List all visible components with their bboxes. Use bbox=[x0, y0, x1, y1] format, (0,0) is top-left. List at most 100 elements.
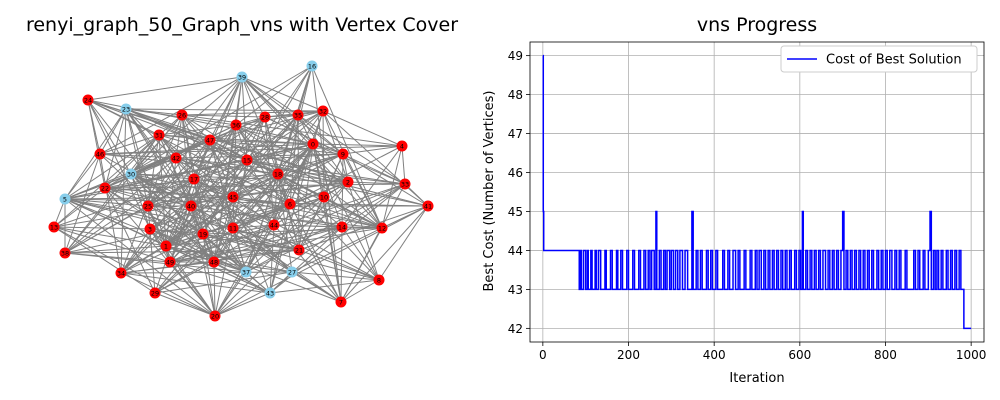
graph-edge bbox=[120, 261, 215, 274]
graph-edge bbox=[232, 227, 342, 303]
graph-edge bbox=[202, 233, 380, 281]
graph-node: 29 bbox=[149, 287, 161, 299]
graph-edge bbox=[213, 261, 216, 317]
graph-edge bbox=[154, 292, 216, 317]
graph-edge bbox=[202, 233, 300, 251]
graph-node: 1 bbox=[160, 240, 172, 252]
graph-edge bbox=[277, 110, 324, 175]
graph-node-marker bbox=[48, 221, 60, 233]
graph-edge bbox=[214, 271, 247, 317]
graph-node-marker bbox=[149, 287, 161, 299]
graph-node: 20 bbox=[209, 310, 221, 322]
graph-edge bbox=[190, 205, 343, 228]
graph-edge bbox=[53, 226, 171, 263]
graph-edge bbox=[312, 143, 403, 147]
graph-node: 42 bbox=[170, 152, 182, 164]
graph-edge bbox=[169, 261, 216, 317]
graph-node-marker bbox=[399, 178, 411, 190]
graph-node-marker bbox=[185, 200, 197, 212]
y-tick-label: 45 bbox=[508, 205, 523, 219]
graph-node-marker bbox=[422, 200, 434, 212]
graph-edge bbox=[53, 196, 234, 228]
graph-node-label: 39 bbox=[238, 73, 246, 81]
graph-node-marker bbox=[142, 200, 154, 212]
graph-node-label: 20 bbox=[211, 312, 219, 320]
x-tick-label: 600 bbox=[788, 348, 811, 362]
graph-node-marker bbox=[170, 152, 182, 164]
graph-node-label: 28 bbox=[261, 113, 269, 121]
graph-node: 6 bbox=[284, 198, 296, 210]
graph-edge bbox=[232, 203, 291, 229]
graph-edge bbox=[181, 114, 266, 118]
graph-edge bbox=[104, 187, 156, 294]
graph-node: 32 bbox=[317, 105, 329, 117]
graph-edge bbox=[241, 76, 299, 116]
graph-edge bbox=[147, 181, 349, 207]
graph-edge bbox=[154, 233, 204, 294]
graph-edge bbox=[64, 178, 195, 200]
graph-edge bbox=[53, 226, 151, 230]
graph-edge bbox=[213, 261, 293, 273]
graph-node-marker bbox=[230, 119, 242, 131]
graph-edge bbox=[181, 114, 211, 141]
graph-node: 47 bbox=[204, 134, 216, 146]
graph-edge bbox=[340, 279, 380, 303]
graph-edge bbox=[99, 134, 160, 155]
graph-edge bbox=[149, 205, 192, 230]
graph-edge bbox=[190, 205, 234, 229]
x-axis-label: Iteration bbox=[729, 371, 784, 386]
graph-node: 7 bbox=[335, 296, 347, 308]
graph-edge bbox=[273, 224, 383, 229]
graph-node: 17 bbox=[188, 173, 200, 185]
plot-frame bbox=[529, 41, 985, 343]
graph-edge bbox=[53, 187, 106, 228]
graph-edge bbox=[214, 292, 271, 317]
graph-node-marker bbox=[396, 140, 408, 152]
graph-edge bbox=[232, 196, 291, 205]
graph-node: 4 bbox=[396, 140, 408, 152]
graph-node-marker bbox=[264, 287, 276, 299]
graph-edge bbox=[298, 249, 380, 281]
graph-edge bbox=[342, 153, 383, 229]
graph-node-marker bbox=[115, 267, 127, 279]
graph-node-label: 35 bbox=[294, 111, 302, 119]
graph-node-label: 0 bbox=[311, 140, 315, 148]
series-line bbox=[542, 54, 972, 330]
graph-edge bbox=[125, 108, 324, 112]
graph-edge bbox=[175, 153, 344, 159]
graph-node-label: 8 bbox=[377, 276, 381, 284]
graph-edge bbox=[340, 226, 343, 303]
graph-edge bbox=[277, 173, 349, 183]
graph-edge bbox=[232, 224, 275, 229]
graph-edge bbox=[232, 227, 300, 251]
graph-edge bbox=[322, 110, 403, 147]
graph-node: 19 bbox=[197, 228, 209, 240]
graph-edge bbox=[158, 124, 237, 136]
graph-node-label: 21 bbox=[295, 246, 303, 254]
graph-edge bbox=[378, 205, 429, 281]
graph-node-label: 14 bbox=[338, 223, 346, 231]
graph-node-marker bbox=[307, 138, 319, 150]
graph-node: 25 bbox=[142, 200, 154, 212]
graph-node: 39 bbox=[236, 71, 248, 83]
graph-node-marker bbox=[59, 247, 71, 259]
graph-node: 14 bbox=[336, 221, 348, 233]
graph-edge bbox=[273, 224, 342, 303]
graph-node-marker bbox=[227, 222, 239, 234]
graph-node: 15 bbox=[241, 154, 253, 166]
graph-edge bbox=[149, 228, 171, 263]
y-axis-label: Best Cost (Number of Vertices) bbox=[482, 91, 497, 292]
graph-edge bbox=[64, 245, 167, 254]
graph-edge bbox=[120, 272, 216, 317]
graph-node-label: 38 bbox=[61, 249, 69, 257]
graph-node: 24 bbox=[82, 94, 94, 106]
graph-edge bbox=[175, 157, 279, 175]
graph-node: 48 bbox=[208, 256, 220, 268]
graph-edge bbox=[120, 272, 271, 294]
graph-edge bbox=[209, 139, 344, 155]
graph-edge bbox=[64, 203, 291, 254]
graph-node-marker bbox=[336, 221, 348, 233]
graph-edge bbox=[291, 271, 380, 281]
graph-edge bbox=[232, 227, 247, 273]
graph-node-marker bbox=[236, 71, 248, 83]
